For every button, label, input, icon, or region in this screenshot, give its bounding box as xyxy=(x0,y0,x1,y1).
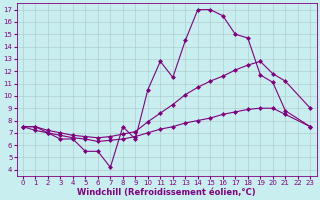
X-axis label: Windchill (Refroidissement éolien,°C): Windchill (Refroidissement éolien,°C) xyxy=(77,188,256,197)
